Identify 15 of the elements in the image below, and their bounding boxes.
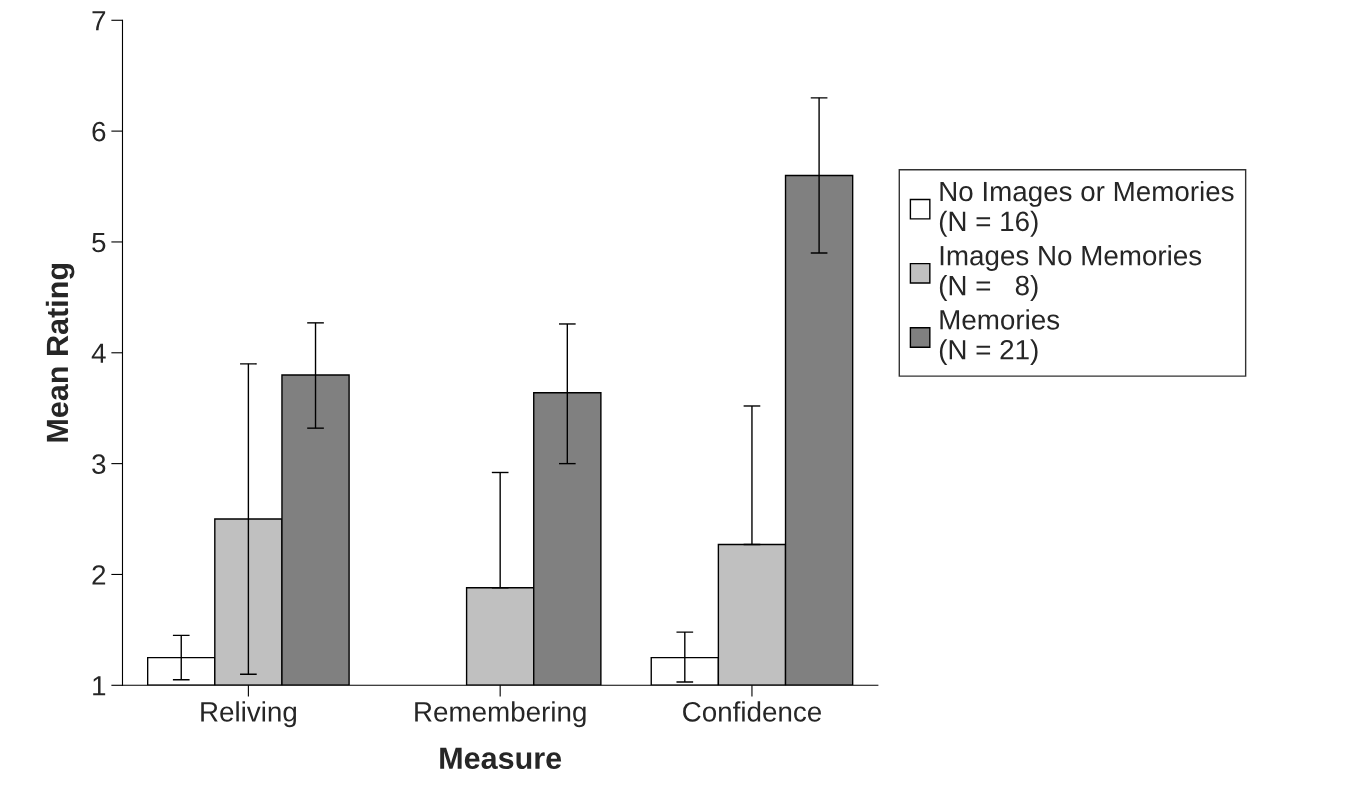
y-tick-label: 3	[92, 454, 106, 474]
y-tick-label: 7	[92, 11, 106, 31]
y-tick-label: 2	[92, 565, 106, 585]
y-tick-label: 6	[92, 121, 106, 142]
legend-label: No Images or Memories (N = 16)	[939, 180, 1234, 237]
x-tick-label: Reliving	[201, 701, 296, 728]
y-tick-label: 4	[91, 343, 106, 363]
y-tick-label: 5	[92, 232, 106, 253]
y-axis-title: Mean Rating	[45, 264, 75, 442]
x-axis-title: Measure	[440, 747, 562, 770]
x-tick-label: Remembering	[415, 701, 586, 728]
legend-label: Images No Memories (N = 8)	[939, 245, 1202, 301]
x-tick-label: Confidence	[683, 701, 821, 722]
legend-label: Memories (N = 21)	[939, 309, 1060, 366]
y-tick-label: 1	[93, 676, 106, 696]
